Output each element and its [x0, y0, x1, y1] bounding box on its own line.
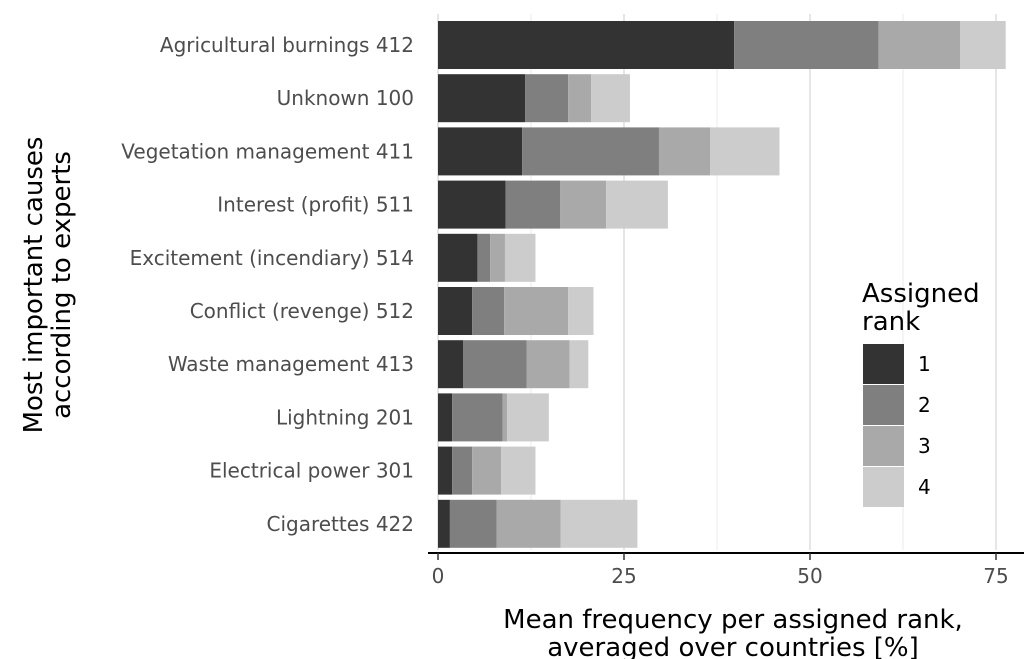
bar-segment-rank-2 [505, 180, 561, 229]
category-label: Cigarettes 422 [267, 512, 415, 536]
bar-segment-rank-1 [438, 74, 526, 123]
bar-segment-rank-1 [438, 127, 523, 176]
legend-label: 1 [918, 352, 931, 376]
bar-segment-rank-1 [438, 180, 506, 229]
bar-segment-rank-3 [504, 287, 569, 335]
bar-segment-rank-3 [878, 21, 961, 69]
bar-segment-rank-4 [569, 340, 589, 389]
y-axis-title-line-2: according to experts [47, 151, 77, 419]
legend-label: 2 [918, 393, 931, 417]
bar-segment-rank-2 [477, 233, 491, 282]
category-label: Lightning 201 [276, 405, 414, 429]
bar-segment-rank-4 [960, 21, 1006, 69]
bar-segment-rank-3 [658, 127, 711, 176]
bar-segment-rank-3 [472, 446, 502, 495]
legend-key-rank-3 [863, 426, 904, 466]
bar-segment-rank-4 [710, 127, 780, 176]
category-label: Waste management 413 [168, 352, 414, 376]
category-label: Excitement (incendiary) 514 [130, 246, 414, 270]
bar-segment-rank-3 [568, 74, 592, 123]
bar-segment-rank-1 [438, 446, 453, 495]
legend-items: 1 2 3 4 [863, 344, 931, 507]
bar-segment-rank-1 [438, 287, 473, 335]
legend-title-line-2: rank [862, 307, 920, 337]
legend: Assigned rank 1 2 3 4 [862, 279, 980, 507]
category-label: Electrical power 301 [209, 459, 414, 483]
category-label: Conflict (revenge) 512 [190, 299, 414, 323]
bar-segment-rank-3 [560, 180, 607, 229]
legend-key-rank-2 [863, 385, 904, 425]
bar-segment-rank-1 [438, 21, 735, 69]
legend-label: 3 [918, 434, 931, 458]
bar-segment-rank-4 [507, 393, 549, 442]
bar-segment-rank-1 [438, 393, 453, 442]
bar-segment-rank-2 [472, 287, 505, 335]
x-tick-label: 25 [611, 564, 636, 588]
bar-segment-rank-2 [525, 74, 569, 123]
legend-title-line-1: Assigned [862, 279, 980, 309]
bar-segment-rank-2 [522, 127, 659, 176]
bar-segment-rank-2 [452, 446, 473, 495]
bar-segment-rank-2 [452, 393, 503, 442]
bar-segment-rank-4 [504, 233, 536, 282]
category-label: Vegetation management 411 [121, 139, 414, 163]
bar-segment-rank-4 [568, 287, 594, 335]
bar-segment-rank-4 [591, 74, 630, 123]
x-tick-label: 50 [797, 564, 822, 588]
axis-titles: Mean frequency per assigned rank, averag… [19, 137, 963, 659]
y-axis-title-line-1: Most important causes [19, 137, 49, 434]
x-axis-title-line-1: Mean frequency per assigned rank, [503, 605, 963, 635]
bar-segment-rank-2 [463, 340, 527, 389]
bar-segment-rank-1 [438, 499, 450, 548]
x-axis: 0 25 50 75 [428, 552, 1024, 588]
x-axis-title-line-2: averaged over countries [%] [547, 633, 919, 659]
legend-key-rank-4 [863, 467, 904, 507]
bar-segment-rank-3 [496, 499, 561, 548]
bar-segment-rank-2 [449, 499, 497, 548]
bar-segment-rank-3 [502, 393, 508, 442]
bar-segment-rank-3 [490, 233, 505, 282]
legend-label: 4 [918, 475, 931, 499]
bar-segment-rank-2 [734, 21, 879, 69]
bar-segment-rank-1 [438, 233, 478, 282]
x-tick-label: 0 [432, 564, 445, 588]
x-tick-label: 75 [983, 564, 1008, 588]
category-label: Agricultural burnings 412 [160, 33, 414, 57]
y-tick-labels: Agricultural burnings 412 Unknown 100 Vege… [121, 33, 414, 536]
bar-segment-rank-4 [560, 499, 638, 548]
bar-segment-rank-4 [606, 180, 668, 229]
category-label: Unknown 100 [277, 86, 414, 110]
bars [438, 21, 1006, 548]
bar-segment-rank-1 [438, 340, 464, 389]
category-label: Interest (profit) 511 [217, 193, 414, 217]
bar-segment-rank-4 [501, 446, 536, 495]
bar-segment-rank-3 [526, 340, 570, 389]
legend-key-rank-1 [863, 344, 904, 384]
